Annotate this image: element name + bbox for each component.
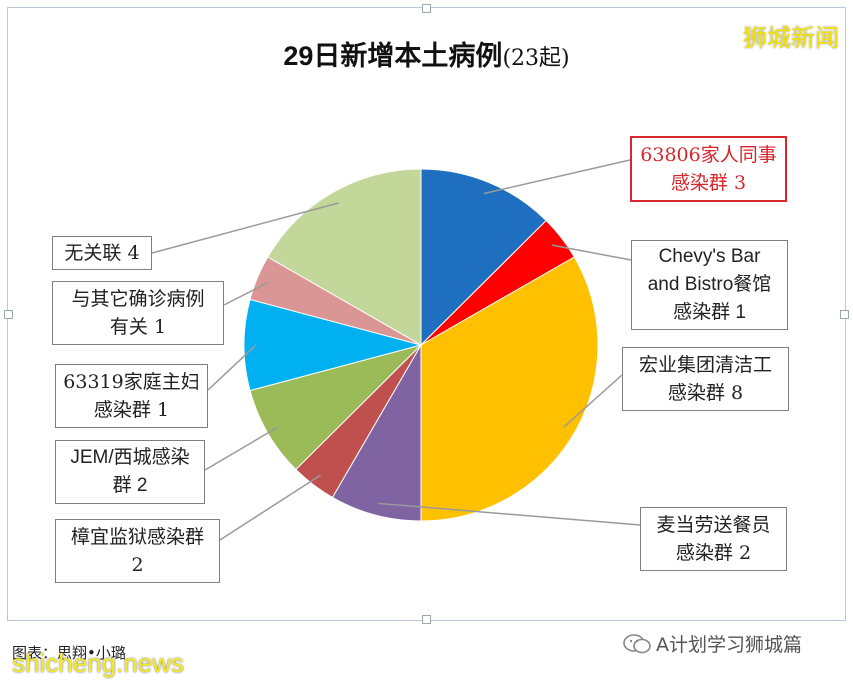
- slice-label-line: 与其它确诊病例: [71, 288, 205, 310]
- leader-line: [483, 159, 631, 195]
- chart-title-sub: (23起): [502, 46, 570, 71]
- chart-credit: 图表：思翔•小璐: [12, 644, 126, 662]
- leader-line: [219, 474, 321, 541]
- leader-line: [207, 344, 257, 391]
- slice-label-line: 63806家人同事: [640, 144, 777, 166]
- slice-label-line: 感染群 3: [670, 172, 747, 194]
- slice-label: JEM/西城感染群 2: [55, 440, 205, 504]
- slice-label-line: 有关 1: [109, 316, 167, 338]
- slice-label-line: 宏业集团清洁工: [638, 354, 772, 376]
- slice-label-line: 感染群 2: [675, 542, 752, 564]
- slice-label-line: 樟宜监狱感染群: [70, 526, 204, 548]
- slice-label: Chevy's Bar and Bistro餐馆 感染群 1: [631, 240, 788, 330]
- leader-line: [223, 281, 269, 306]
- leader-line: [378, 502, 641, 526]
- resize-handle-right[interactable]: [840, 310, 849, 319]
- resize-handle-top[interactable]: [422, 4, 431, 13]
- watermark-bottom: shicheng.news: [12, 648, 184, 678]
- pie-slice: [243, 298, 423, 392]
- slice-label-line: 感染群 1: [93, 399, 170, 421]
- slice-label-line: 63319家庭主妇: [63, 371, 200, 393]
- slice-label: 63319家庭主妇 感染群 1: [55, 364, 208, 428]
- leader-line: [551, 244, 632, 261]
- slice-label: 与其它确诊病例 有关 1: [52, 281, 224, 345]
- slice-label-line: JEM/西城感染: [70, 447, 190, 468]
- leader-line: [204, 426, 279, 471]
- slice-label: 宏业集团清洁工 感染群 8: [622, 347, 789, 411]
- chart-title-main: 29日新增本土病例: [283, 41, 503, 71]
- slice-label-line: 感染群 8: [667, 382, 744, 404]
- pie-slice: [420, 256, 599, 522]
- pie-slice: [267, 168, 422, 346]
- slice-label-line: and Bistro餐馆: [647, 274, 772, 295]
- slice-label-line: 无关联 4: [64, 242, 140, 264]
- slice-label-line: 2: [131, 554, 144, 576]
- watermark-top: 狮城新闻: [743, 24, 839, 52]
- pie-slice: [331, 343, 422, 522]
- slice-label: 无关联 4: [52, 236, 152, 270]
- leader-line: [563, 374, 623, 428]
- slice-label: 樟宜监狱感染群 2: [55, 519, 220, 583]
- wechat-icon: [623, 633, 651, 653]
- account-badge: A计划学习狮城篇: [622, 630, 802, 657]
- account-name: A计划学习狮城篇: [656, 634, 802, 656]
- slice-label: 63806家人同事 感染群 3: [630, 136, 787, 202]
- pie-slice: [420, 168, 547, 347]
- leader-line: [151, 202, 339, 254]
- slice-label-line: Chevy's Bar: [658, 246, 761, 267]
- slice-label-line: 感染群 1: [673, 302, 746, 323]
- chart-title: 29日新增本土病例(23起): [0, 34, 853, 73]
- slice-label-line: 群 2: [112, 475, 148, 496]
- slice-label: 麦当劳送餐员 感染群 2: [640, 507, 787, 571]
- resize-handle-bottom[interactable]: [422, 615, 431, 624]
- slice-label-line: 麦当劳送餐员: [656, 514, 771, 536]
- resize-handle-left[interactable]: [4, 310, 13, 319]
